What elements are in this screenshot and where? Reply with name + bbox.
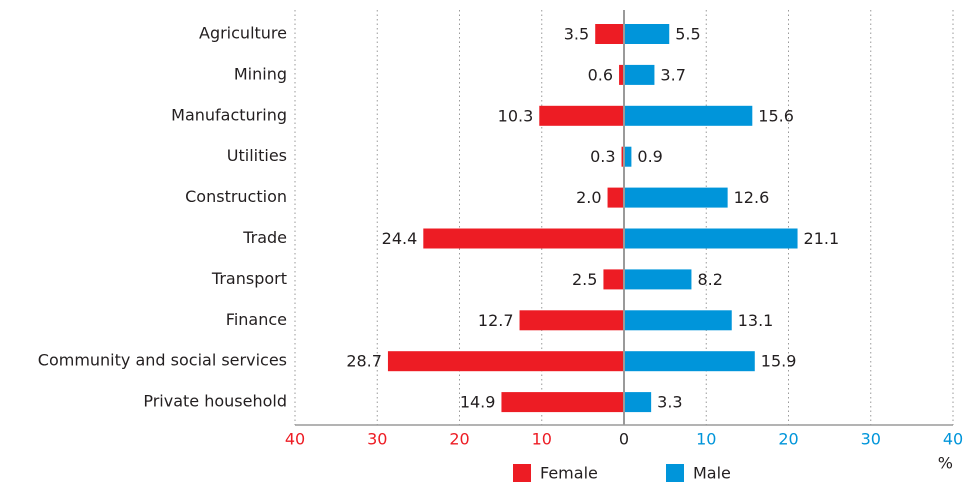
value-label: 2.5: [572, 270, 597, 289]
legend-swatch: [513, 464, 531, 482]
bar: [624, 269, 692, 290]
bar: [624, 24, 670, 44]
value-label: 0.6: [588, 65, 613, 84]
bar: [607, 187, 624, 208]
bar: [595, 24, 624, 44]
category-label: Private household: [143, 392, 287, 411]
bar: [519, 310, 624, 331]
bar: [624, 351, 755, 372]
legend-swatch: [666, 464, 684, 482]
value-label: 3.3: [657, 393, 682, 412]
x-tick-label: 0: [619, 430, 629, 449]
bar: [539, 105, 624, 126]
value-label: 12.7: [478, 311, 514, 330]
category-label: Manufacturing: [171, 105, 287, 124]
x-tick-label: 40: [943, 430, 963, 449]
value-label: 3.7: [660, 65, 685, 84]
bar: [387, 351, 624, 372]
bar: [624, 146, 632, 167]
value-label: 0.9: [637, 147, 662, 166]
bar: [624, 187, 728, 208]
value-label: 3.5: [564, 25, 589, 44]
x-tick-label: 10: [696, 430, 716, 449]
value-label: 0.3: [590, 147, 615, 166]
bar: [621, 146, 624, 167]
value-label: 8.2: [697, 270, 722, 289]
value-label: 10.3: [498, 106, 534, 125]
value-label: 2.0: [576, 188, 601, 207]
category-label: Trade: [242, 228, 287, 247]
category-label: Utilities: [227, 146, 287, 165]
bar: [624, 310, 732, 331]
x-tick-label: 10: [532, 430, 552, 449]
value-label: 13.1: [738, 311, 774, 330]
category-label: Mining: [234, 64, 287, 83]
bar: [624, 228, 798, 249]
x-tick-label: 20: [778, 430, 798, 449]
value-label: 28.7: [346, 352, 382, 371]
x-axis-unit: %: [938, 454, 953, 473]
x-tick-label: 40: [285, 430, 305, 449]
legend-label: Female: [540, 464, 598, 483]
legend-label: Male: [693, 464, 731, 483]
value-label: 14.9: [460, 393, 496, 412]
bar: [624, 64, 655, 85]
value-label: 15.9: [761, 352, 797, 371]
x-tick-label: 30: [367, 430, 387, 449]
value-label: 21.1: [804, 229, 840, 248]
category-label: Community and social services: [38, 351, 287, 370]
category-label: Construction: [185, 187, 287, 206]
bar: [624, 392, 652, 413]
bar: [603, 269, 624, 290]
value-label: 12.6: [734, 188, 770, 207]
category-label: Agriculture: [199, 24, 287, 43]
value-label: 5.5: [675, 25, 700, 44]
category-label: Transport: [211, 269, 287, 288]
bar: [423, 228, 624, 249]
category-label: Finance: [226, 310, 287, 329]
bar: [619, 64, 624, 85]
value-label: 15.6: [758, 106, 794, 125]
x-tick-label: 20: [449, 430, 469, 449]
value-label: 24.4: [382, 229, 418, 248]
bar: [624, 105, 753, 126]
bar: [501, 392, 624, 413]
x-tick-label: 30: [861, 430, 881, 449]
